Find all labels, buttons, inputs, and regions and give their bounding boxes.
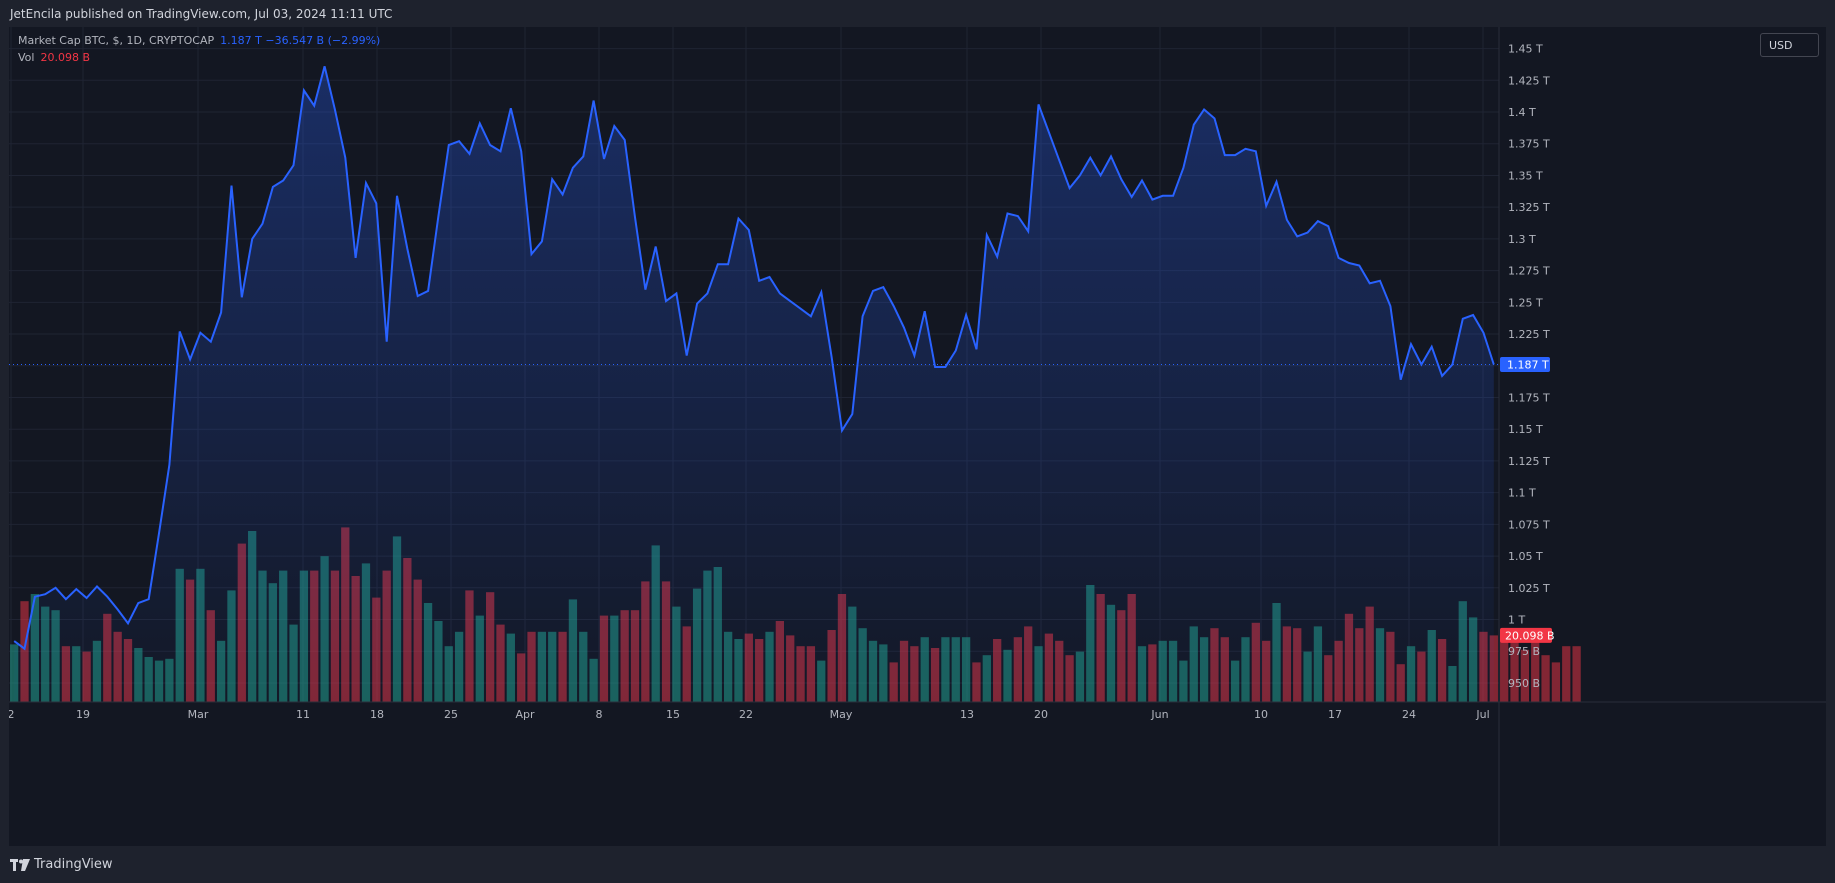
x-tick-label: 10 — [1254, 708, 1268, 721]
volume-bar — [1531, 637, 1540, 702]
volume-bar — [1572, 646, 1581, 702]
currency-button[interactable]: USD — [1760, 33, 1819, 57]
x-tick-label: 25 — [444, 708, 458, 721]
x-tick-label: 15 — [666, 708, 680, 721]
x-tick-label: 19 — [76, 708, 90, 721]
x-tick-label: 18 — [370, 708, 384, 721]
x-tick-label: Mar — [188, 708, 209, 721]
y-tick-label: 1.225 T — [1508, 328, 1550, 341]
y-tick-label: 975 B — [1508, 645, 1540, 658]
x-tick-label: 2 — [9, 708, 15, 721]
last-volume-badge: 20.098 B — [1500, 627, 1555, 643]
price-axis[interactable]: 1.45 T 1.425 T 1.4 T 1.375 T 1.35 T 1.325 T 1.… — [1508, 43, 1550, 690]
y-tick-label: 1.375 T — [1508, 138, 1550, 151]
time-axis[interactable]: 2 19 Mar 11 18 25 Apr 8 15 22 May 13 20 Jun 10 17 24 Jul — [9, 708, 1490, 721]
x-tick-label: 8 — [596, 708, 603, 721]
y-tick-label: 1.45 T — [1508, 43, 1543, 56]
last-price-label: 1.187 T — [1507, 359, 1549, 372]
y-tick-label: 1.35 T — [1508, 169, 1543, 182]
volume-bar — [1520, 649, 1530, 702]
last-price-badge: 1.187 T — [1500, 357, 1550, 372]
volume-bar — [10, 644, 19, 702]
volume-bar — [1500, 630, 1509, 702]
x-tick-label: 24 — [1402, 708, 1416, 721]
x-tick-label: Apr — [515, 708, 535, 721]
top-bar: JetEncila published on TradingView.com, … — [0, 0, 1835, 27]
bottom-bar: TradingView — [0, 846, 1835, 883]
y-tick-label: 1.05 T — [1508, 550, 1543, 563]
volume-bar — [1489, 635, 1498, 702]
x-tick-label: May — [830, 708, 853, 721]
y-tick-label: 1.4 T — [1508, 106, 1536, 119]
x-tick-label: 11 — [296, 708, 310, 721]
y-tick-label: 1.025 T — [1508, 582, 1550, 595]
y-tick-label: 1.275 T — [1508, 265, 1550, 278]
volume-bar — [1562, 646, 1571, 702]
x-tick-label: Jun — [1150, 708, 1168, 721]
volume-label: Vol — [18, 51, 35, 64]
price-line — [13, 66, 1495, 651]
symbol-values: 1.187 T −36.547 B (−2.99%) — [220, 34, 381, 47]
volume-bar — [1551, 662, 1561, 702]
y-tick-label: 1.1 T — [1508, 487, 1536, 500]
price-area — [14, 66, 1494, 703]
tradingview-logo-icon — [10, 858, 30, 871]
x-tick-label: 22 — [739, 708, 753, 721]
x-tick-label: 17 — [1328, 708, 1342, 721]
y-tick-label: 950 B — [1508, 677, 1540, 690]
y-tick-label: 1.125 T — [1508, 455, 1550, 468]
y-tick-label: 1.3 T — [1508, 233, 1536, 246]
y-tick-label: 1 T — [1508, 614, 1525, 627]
y-tick-label: 1.15 T — [1508, 423, 1543, 436]
y-tick-label: 1.25 T — [1508, 296, 1543, 309]
y-tick-label: 1.325 T — [1508, 201, 1550, 214]
series-legend[interactable]: Market Cap BTC, $, 1D, CRYPTOCAP 1.187 T … — [18, 34, 380, 47]
volume-bar — [1541, 655, 1550, 702]
x-tick-label: 13 — [960, 708, 974, 721]
brand-name: TradingView — [34, 857, 113, 872]
y-tick-label: 1.425 T — [1508, 74, 1550, 87]
y-tick-label: 1.175 T — [1508, 391, 1550, 404]
last-volume-label: 20.098 B — [1505, 629, 1555, 642]
x-tick-label: Jul — [1475, 708, 1489, 721]
y-tick-label: 1.075 T — [1508, 518, 1550, 531]
tradingview-brand[interactable]: TradingView — [10, 857, 113, 872]
volume-value: 20.098 B — [40, 51, 91, 64]
volume-legend[interactable]: Vol 20.098 B — [18, 51, 90, 64]
price-chart[interactable]: 1.45 T 1.425 T 1.4 T 1.375 T 1.35 T 1.325 T 1.… — [9, 27, 1826, 846]
symbol-label: Market Cap BTC, $, 1D, CRYPTOCAP — [18, 34, 215, 47]
volume-bar — [1510, 633, 1519, 702]
publisher-info: JetEncila published on TradingView.com, … — [10, 7, 393, 21]
x-tick-label: 20 — [1034, 708, 1048, 721]
chart-area[interactable]: 1.45 T 1.425 T 1.4 T 1.375 T 1.35 T 1.325 T 1.… — [9, 27, 1826, 846]
